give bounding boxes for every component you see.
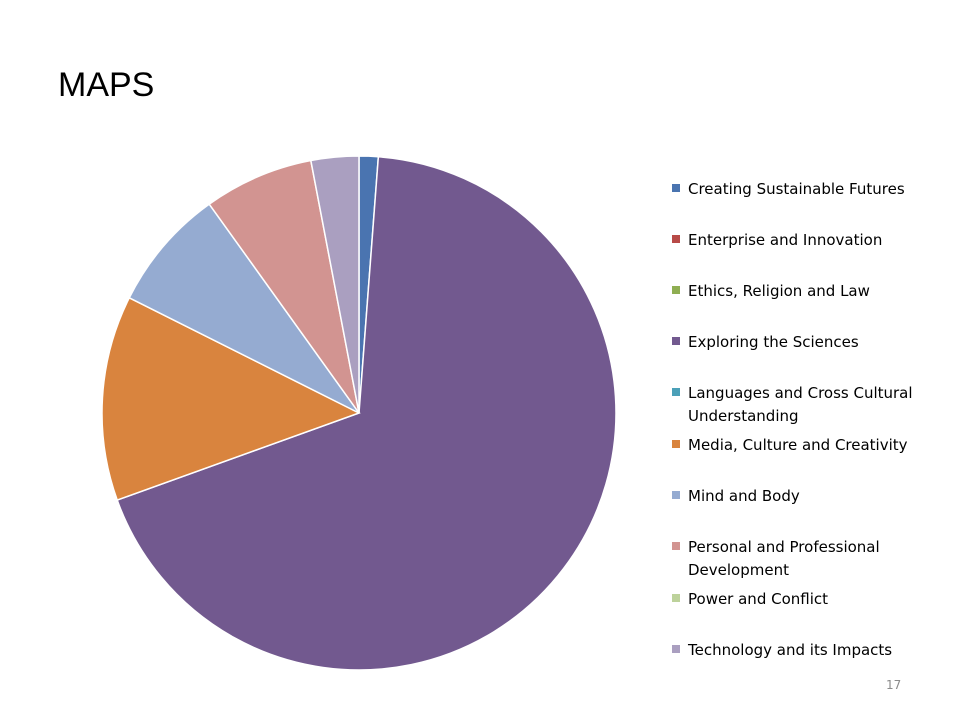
legend-label: Ethics, Religion and Law — [688, 282, 870, 300]
legend-label: Languages and Cross Cultural Understandi… — [688, 384, 913, 425]
legend-label: Media, Culture and Creativity — [688, 436, 908, 454]
legend-label: Creating Sustainable Futures — [688, 180, 905, 198]
legend-swatch — [672, 184, 680, 192]
legend-label: Enterprise and Innovation — [688, 231, 883, 249]
pie-slice-media-culture-and-creativity — [101, 296, 361, 502]
legend-label: Personal and Professional Development — [688, 538, 880, 579]
slide-title: MAPS — [58, 66, 155, 104]
pie-slice-mind-and-body — [128, 203, 360, 414]
page-number: 17 — [886, 678, 902, 692]
legend-swatch — [672, 286, 680, 294]
legend-label: Power and Conflict — [688, 590, 829, 608]
legend-swatch — [672, 235, 680, 243]
pie-slice-technology-and-its-impacts — [309, 155, 360, 414]
legend-label: Technology and its Impacts — [688, 641, 893, 659]
legend-label: Exploring the Sciences — [688, 333, 859, 351]
legend-swatch — [672, 388, 680, 396]
legend-swatch — [672, 491, 680, 499]
pie-slice-personal-and-professional-development — [208, 159, 360, 414]
pie-slice-exploring-the-sciences — [116, 155, 617, 671]
legend-swatch — [672, 440, 680, 448]
pie-chart — [101, 155, 617, 671]
legend-swatch — [672, 542, 680, 550]
legend-label: Mind and Body — [688, 487, 800, 505]
legend-swatch — [672, 645, 680, 653]
legend-swatch — [672, 337, 680, 345]
legend-swatch — [672, 594, 680, 602]
